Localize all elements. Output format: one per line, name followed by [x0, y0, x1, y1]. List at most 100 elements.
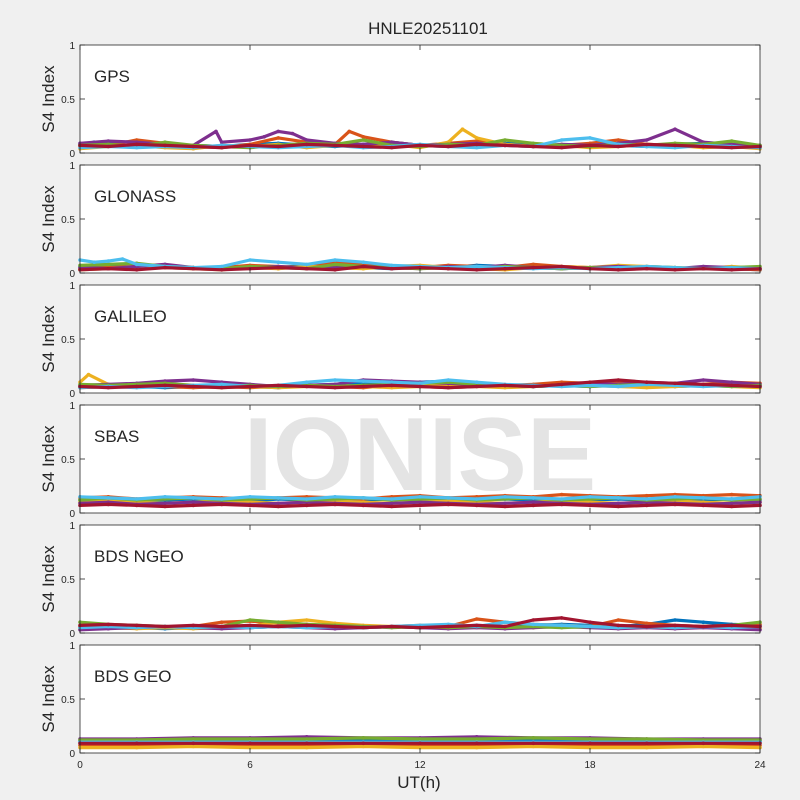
data-point	[248, 143, 252, 148]
data-point	[503, 624, 507, 629]
data-point	[134, 262, 139, 267]
data-point	[106, 144, 111, 149]
data-point	[644, 503, 649, 508]
data-point	[389, 497, 394, 501]
panel-gps: 0 0.5 1 GPS S4 Index	[39, 41, 762, 160]
data-point	[191, 744, 196, 749]
data-point	[134, 497, 139, 501]
data-point	[616, 378, 621, 382]
data-point	[559, 616, 564, 620]
data-point	[361, 264, 366, 269]
data-point	[503, 383, 507, 388]
data-point	[644, 745, 649, 750]
data-point	[673, 127, 677, 131]
data-point	[644, 497, 649, 501]
data-point	[219, 620, 224, 624]
data-point	[276, 504, 281, 509]
data-point	[134, 623, 139, 628]
data-point	[191, 741, 196, 746]
data-point	[219, 140, 224, 144]
data-point	[531, 262, 536, 267]
data-point	[333, 378, 337, 382]
data-point	[644, 380, 649, 385]
panel-label: BDS GEO	[94, 667, 171, 686]
data-point	[616, 501, 621, 506]
data-point	[588, 737, 592, 741]
data-point	[644, 142, 649, 147]
data-point	[531, 622, 536, 627]
data-point	[673, 502, 677, 507]
y-axis-label: S4 Index	[39, 545, 58, 613]
data-point	[304, 266, 309, 271]
data-point	[92, 260, 96, 265]
data-point	[276, 620, 281, 624]
data-point	[729, 383, 734, 388]
data-point	[673, 618, 677, 622]
data-point	[616, 384, 621, 389]
data-point	[214, 129, 218, 134]
data-point	[588, 624, 592, 629]
data-point	[446, 266, 451, 271]
data-point	[446, 496, 451, 500]
data-point	[304, 745, 309, 750]
data-point	[333, 624, 337, 629]
data-point	[276, 624, 281, 629]
data-point	[106, 266, 111, 271]
data-point	[304, 618, 309, 622]
data-point	[616, 496, 621, 500]
data-point	[389, 145, 394, 150]
data-point	[191, 737, 196, 741]
data-point	[389, 263, 394, 268]
data-point	[644, 493, 649, 498]
data-point	[219, 502, 224, 507]
data-point	[361, 384, 366, 389]
data-point	[559, 497, 564, 501]
y-axis-label: S4 Index	[39, 65, 58, 133]
data-point	[701, 741, 706, 746]
data-point	[418, 381, 422, 386]
data-point	[531, 744, 536, 749]
data-point	[219, 145, 224, 150]
data-point	[588, 136, 592, 140]
data-point	[418, 741, 422, 746]
data-point	[559, 382, 564, 387]
data-point	[701, 744, 706, 749]
data-point	[729, 623, 734, 628]
x-tick-label: 0	[77, 760, 83, 771]
data-point	[531, 741, 536, 746]
y-tick-label: 1	[69, 521, 75, 532]
data-point	[191, 144, 196, 149]
data-point	[304, 497, 309, 501]
data-point	[474, 623, 479, 628]
panel-sbas: 0 0.5 1 SBAS S4 Index	[39, 401, 762, 520]
watermark-logo: IONISE	[244, 397, 597, 513]
data-point	[474, 268, 479, 272]
data-point	[361, 135, 366, 139]
data-point	[248, 623, 252, 628]
y-tick-label: 0	[69, 389, 75, 400]
data-point	[361, 736, 366, 740]
data-point	[304, 503, 309, 508]
y-tick-label: 1	[69, 161, 75, 172]
data-point	[673, 495, 677, 499]
plot-area	[80, 45, 760, 153]
data-point	[503, 620, 507, 624]
data-point	[418, 143, 422, 148]
data-point	[474, 737, 479, 741]
data-point	[248, 258, 252, 262]
data-point	[729, 501, 734, 506]
x-tick-label: 18	[584, 760, 596, 771]
data-point	[191, 623, 196, 628]
data-point	[588, 741, 592, 746]
data-point	[163, 501, 167, 506]
y-tick-label: 0.5	[61, 695, 75, 706]
data-point	[616, 618, 621, 622]
data-point	[531, 496, 536, 500]
y-axis-label: S4 Index	[39, 665, 58, 733]
data-point	[106, 496, 111, 500]
data-point	[531, 144, 536, 149]
data-point	[474, 503, 479, 508]
data-point	[134, 503, 139, 508]
data-point	[531, 265, 536, 270]
data-point	[503, 501, 507, 506]
